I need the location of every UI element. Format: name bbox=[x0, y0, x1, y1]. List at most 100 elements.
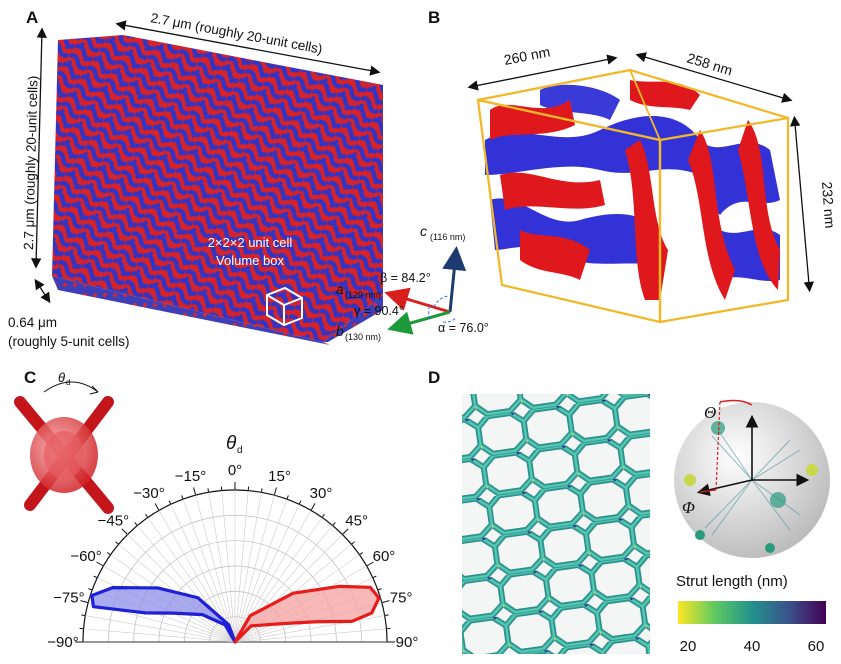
dim-arrow-left bbox=[30, 27, 48, 269]
colorbar-tick-label: 40 bbox=[744, 638, 761, 655]
unit-cell-cube-icon bbox=[266, 286, 303, 327]
polar-grid-spoke bbox=[221, 490, 236, 643]
theta-d-symbol-sub: d bbox=[66, 378, 70, 387]
polar-angle-label: 0° bbox=[228, 462, 242, 479]
polar-tick bbox=[286, 495, 289, 500]
angle-beta: β = 84.2° bbox=[380, 271, 431, 285]
panel-letter-a: A bbox=[26, 8, 39, 27]
axis-b-label: b bbox=[336, 323, 344, 339]
dim-arrow-top bbox=[115, 20, 381, 76]
block-side-face bbox=[323, 295, 383, 342]
phi-angle-label: Φ bbox=[682, 498, 695, 517]
strut-network-image bbox=[462, 394, 650, 654]
dim-arrow-back bbox=[635, 52, 793, 103]
panel-letter-d: D bbox=[428, 368, 441, 387]
polar-title-sub: d bbox=[237, 445, 243, 456]
polar-grid-spoke bbox=[234, 615, 385, 643]
polar-grid-spoke bbox=[234, 490, 249, 643]
polar-tick bbox=[168, 500, 172, 505]
polar-tick bbox=[96, 561, 104, 567]
polar-plot: −90° −75° −60° −45°−30° −15° 0° 15° 30° 45° 60° 75… bbox=[47, 462, 418, 651]
polar-tick bbox=[145, 513, 149, 518]
polar-grid-spoke bbox=[195, 495, 236, 643]
panel-letter-b: B bbox=[428, 8, 441, 27]
polar-grid-spoke bbox=[234, 628, 387, 643]
polar-tick bbox=[193, 487, 197, 496]
axis-a-sub: (129 nm) bbox=[345, 290, 381, 300]
polar-tick bbox=[381, 600, 390, 604]
polar-distribution-blue bbox=[90, 585, 237, 644]
polar-tick bbox=[372, 575, 377, 579]
orientation-sphere bbox=[674, 399, 830, 558]
angle-gamma: γ = 90.4° bbox=[354, 304, 404, 318]
polar-tick bbox=[273, 487, 277, 496]
polar-grid-spoke bbox=[85, 615, 236, 643]
polar-tick bbox=[181, 495, 184, 500]
colorbar-tick-label: 60 bbox=[808, 638, 825, 655]
colorbar bbox=[678, 601, 826, 624]
dim-arrow-side bbox=[790, 115, 814, 293]
dim-arrow-depth bbox=[34, 278, 51, 304]
polar-angle-label: 90° bbox=[396, 634, 419, 651]
polar-grid-spoke bbox=[208, 492, 236, 643]
polar-tick bbox=[207, 488, 210, 493]
polar-angle-label: 30° bbox=[310, 485, 333, 502]
label-volume-box: Volume box bbox=[216, 253, 284, 268]
axis-a-label: a bbox=[336, 281, 344, 297]
block-front-face bbox=[52, 35, 383, 342]
polar-tick bbox=[154, 503, 160, 511]
angle-alpha: α = 76.0° bbox=[438, 321, 489, 335]
polar-tick bbox=[377, 588, 382, 591]
polar-grid-spoke bbox=[234, 504, 300, 643]
dim-arrow-front bbox=[467, 54, 618, 91]
axis-b-arrow bbox=[387, 310, 451, 335]
panel-b-volume-render bbox=[476, 68, 790, 324]
polar-tick bbox=[310, 503, 316, 511]
polar-tick bbox=[342, 528, 349, 535]
axis-c-arrow bbox=[442, 246, 467, 313]
polar-angle-label: −75° bbox=[53, 589, 84, 606]
polar-distribution-red bbox=[233, 584, 381, 644]
polar-grid-spoke bbox=[234, 495, 275, 643]
polar-tick bbox=[106, 552, 111, 556]
label-dim-side: 232 nm bbox=[819, 181, 838, 229]
label-unit-cell: 2×2×2 unit cell bbox=[208, 235, 293, 250]
label-depth-dimension: 0.64 μm bbox=[8, 315, 57, 330]
polar-tick bbox=[332, 522, 336, 526]
polar-grid-spoke bbox=[234, 492, 262, 643]
polar-tick bbox=[298, 500, 302, 505]
polar-angle-label: 60° bbox=[373, 548, 396, 565]
polar-tick bbox=[321, 513, 325, 518]
colorbar-tick-label: 20 bbox=[680, 638, 697, 655]
polar-tick bbox=[121, 528, 128, 535]
label-dim-back: 258 nm bbox=[685, 50, 734, 79]
label-left-dimension: 2.7 μm (roughly 20-unit cells) bbox=[21, 75, 41, 250]
polar-tick bbox=[134, 522, 138, 526]
colorbar-title: Strut length (nm) bbox=[676, 573, 788, 590]
axis-c-sub: (116 nm) bbox=[430, 232, 465, 242]
polar-tick bbox=[366, 561, 374, 567]
polar-angle-label: −90° bbox=[47, 634, 78, 651]
polar-tick bbox=[88, 588, 93, 591]
red-network bbox=[490, 80, 780, 300]
polar-grid-spoke bbox=[234, 499, 288, 643]
theta-d-symbol: θ bbox=[58, 370, 65, 385]
label-dim-front: 260 nm bbox=[503, 43, 552, 68]
polar-tick bbox=[80, 600, 89, 604]
polar-tick bbox=[384, 614, 389, 617]
polar-title: θ bbox=[226, 433, 237, 454]
node-illustration bbox=[14, 381, 114, 514]
polar-grid-spoke bbox=[83, 628, 236, 643]
axis-b-sub: (130 nm) bbox=[345, 332, 381, 342]
polar-tick bbox=[351, 541, 355, 545]
block-bottom-face bbox=[52, 276, 330, 345]
panel-a-gyroid-block bbox=[52, 35, 383, 345]
theta-angle-label: Θ bbox=[704, 403, 716, 422]
panel-letter-c: C bbox=[24, 368, 37, 387]
polar-tick bbox=[260, 488, 263, 493]
polar-tick bbox=[359, 552, 364, 556]
polar-grid-spoke bbox=[182, 499, 236, 643]
colorbar-ticks: 20 40 60 bbox=[680, 638, 825, 655]
polar-angle-label: 45° bbox=[345, 512, 368, 529]
